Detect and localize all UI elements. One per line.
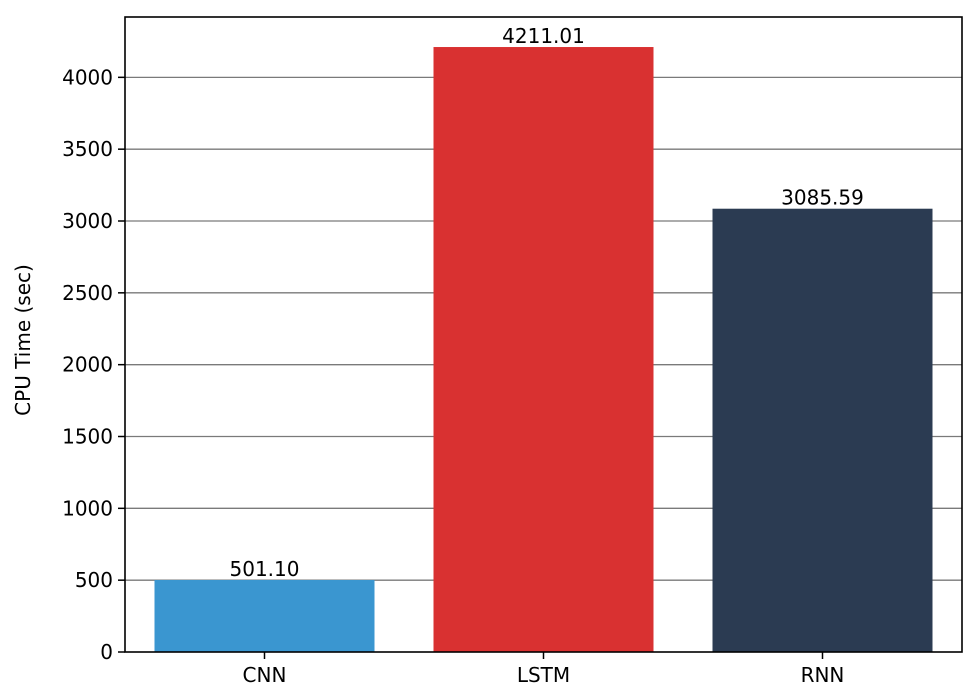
x-ticks: CNN LSTM RNN [243,652,845,687]
bar-value-labels: 501.10 4211.01 3085.59 [230,24,864,581]
y-tick-label: 2000 [62,353,113,377]
y-tick-label: 500 [75,568,113,592]
y-tick-label: 2500 [62,281,113,305]
x-tick-label-rnn: RNN [801,663,845,687]
bar-lstm [433,47,654,652]
y-tick-label: 1500 [62,425,113,449]
x-tick-label-lstm: LSTM [517,663,570,687]
bar-rnn [712,208,933,652]
bar-cnn [154,580,375,652]
y-tick-label: 3000 [62,209,113,233]
y-axis-label: CPU Time (sec) [11,264,35,416]
y-tick-label: 4000 [62,65,113,89]
bar-value-label-lstm: 4211.01 [502,24,585,48]
y-tick-label: 3500 [62,137,113,161]
bar-value-label-rnn: 3085.59 [781,186,864,210]
x-tick-label-cnn: CNN [243,663,287,687]
y-ticks: 0 500 1000 1500 2000 2500 3000 3500 4000 [62,65,125,664]
y-tick-label: 0 [100,640,113,664]
bar-value-label-cnn: 501.10 [230,557,300,581]
y-tick-label: 1000 [62,496,113,520]
bars [154,47,933,652]
